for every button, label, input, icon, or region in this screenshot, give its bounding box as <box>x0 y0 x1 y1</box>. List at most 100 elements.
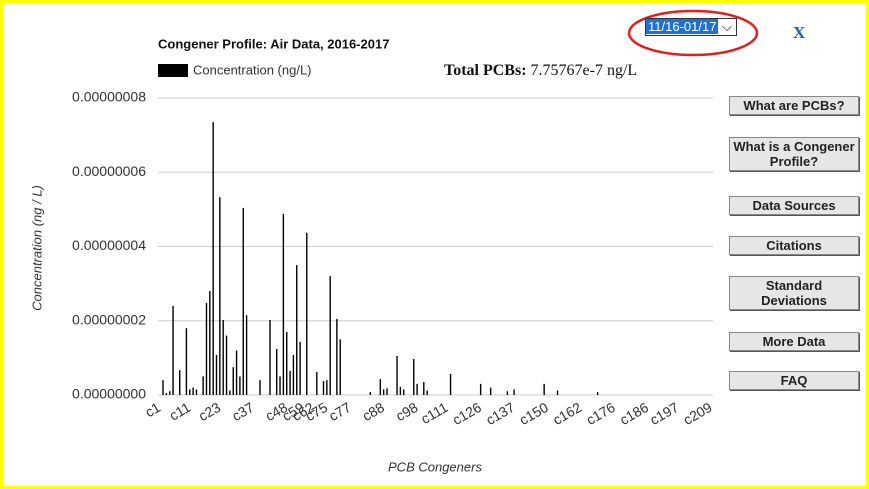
bar <box>269 320 271 395</box>
x-tick-label: c23 <box>196 399 224 424</box>
bar <box>292 354 295 395</box>
bar <box>275 348 278 395</box>
x-axis-label: PCB Congeners <box>388 459 482 474</box>
bar <box>396 356 398 395</box>
chart-title: Congener Profile: Air Data, 2016-2017 <box>158 36 389 51</box>
y-tick-label: 0.00000008 <box>72 89 146 105</box>
legend-swatch <box>158 64 188 77</box>
bar <box>219 197 221 395</box>
bar <box>326 380 328 395</box>
y-tick-label: 0.00000000 <box>72 386 146 402</box>
x-tick-label: c37 <box>229 399 257 424</box>
bar <box>489 387 492 395</box>
bar <box>179 370 181 395</box>
x-tick-label: c1 <box>142 399 163 420</box>
bar <box>279 376 281 395</box>
bar <box>209 291 211 395</box>
period-value: 11/16-01/17 <box>646 19 719 34</box>
bar <box>416 383 418 395</box>
bar <box>212 122 214 395</box>
close-button[interactable]: X <box>793 23 806 42</box>
bar <box>229 390 231 395</box>
bar <box>205 302 208 395</box>
bar <box>296 265 298 395</box>
bar <box>399 386 402 395</box>
bar <box>316 371 318 395</box>
bar <box>222 320 224 395</box>
bar <box>282 213 285 395</box>
x-tick-label: c137 <box>483 399 517 428</box>
y-axis-label: Concentration (ng / L) <box>29 185 44 311</box>
bar <box>202 376 204 395</box>
nav-button[interactable]: Standard Deviations <box>729 276 859 310</box>
x-tick-label: c11 <box>166 399 193 424</box>
bar <box>449 373 452 395</box>
chart: Congener Profile: Air Data, 2016-2017 Co… <box>29 9 759 474</box>
x-tick-label: c186 <box>617 399 651 428</box>
bar <box>235 350 238 395</box>
x-tick-label: c88 <box>359 399 387 424</box>
bar <box>289 370 291 395</box>
period-select[interactable]: 11/16-01/17 ⌵ <box>645 18 737 36</box>
x-tick-label: c126 <box>450 399 484 428</box>
nav-button[interactable]: What is a Congener Profile? <box>729 137 859 171</box>
nav-button[interactable]: Data Sources <box>729 196 859 215</box>
bar <box>339 339 341 395</box>
x-tick-label: c77 <box>326 399 354 424</box>
bar <box>596 392 599 395</box>
bar <box>386 388 388 395</box>
bar <box>336 318 338 395</box>
bar <box>225 335 228 395</box>
nav-button[interactable]: FAQ <box>729 371 859 390</box>
bar <box>423 382 425 395</box>
bar <box>195 389 198 395</box>
bar <box>162 380 164 395</box>
bar <box>259 380 261 395</box>
y-tick-label: 0.00000004 <box>72 237 146 253</box>
bar <box>185 328 188 395</box>
bar <box>189 389 191 395</box>
bar <box>369 392 372 395</box>
bar <box>215 354 218 395</box>
bar <box>379 379 382 395</box>
x-tick-label: c98 <box>393 399 421 424</box>
bar <box>322 380 325 395</box>
bar <box>286 331 288 395</box>
bar <box>245 315 248 395</box>
bar <box>242 207 244 395</box>
x-tick-label: c150 <box>517 399 551 428</box>
bar <box>513 389 515 395</box>
bar <box>403 389 405 395</box>
legend-label: Concentration (ng/L) <box>193 62 312 77</box>
nav-button[interactable]: Citations <box>729 236 859 255</box>
x-tick-label: c197 <box>647 399 681 428</box>
y-tick-label: 0.00000006 <box>72 163 146 179</box>
bar <box>239 376 241 395</box>
bar <box>413 358 415 395</box>
y-tick-label: 0.00000002 <box>72 311 146 327</box>
bar <box>299 341 301 395</box>
x-tick-label: c111 <box>418 399 451 427</box>
x-tick-label: c209 <box>680 399 714 428</box>
total-pcbs: Total PCBs: 7.75767e-7 ng/L <box>444 62 637 80</box>
bar <box>165 393 168 395</box>
highlight-circle <box>627 9 759 57</box>
nav-button[interactable]: More Data <box>729 332 859 351</box>
bar <box>169 391 171 395</box>
bar <box>543 383 545 395</box>
bar <box>556 390 559 395</box>
nav-button[interactable]: What are PCBs? <box>729 96 859 115</box>
bar <box>232 367 234 395</box>
bar <box>306 232 308 395</box>
total-value: 7.75767e-7 ng/L <box>530 62 638 79</box>
bar <box>426 390 428 395</box>
bar <box>506 391 509 395</box>
bar <box>172 305 174 395</box>
total-label: Total PCBs: <box>444 62 527 79</box>
bar <box>192 387 194 395</box>
bar <box>479 383 482 395</box>
bar <box>329 276 331 395</box>
bar <box>382 389 385 395</box>
x-tick-label: c162 <box>550 399 584 428</box>
